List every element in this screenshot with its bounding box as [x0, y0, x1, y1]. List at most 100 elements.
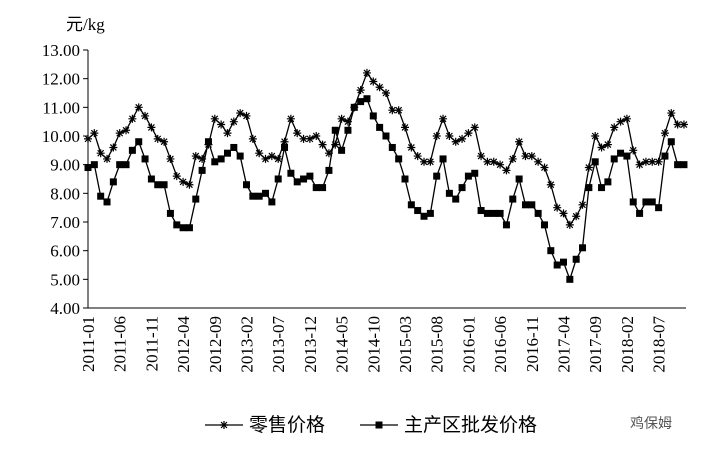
square-marker	[395, 155, 403, 163]
x-tick-label: 2012-04	[174, 316, 193, 373]
star-marker	[255, 149, 264, 158]
star-marker	[248, 134, 257, 143]
square-marker	[173, 221, 181, 229]
star-marker	[660, 129, 669, 138]
star-marker	[166, 154, 175, 163]
star-marker	[648, 157, 657, 166]
square-marker	[560, 258, 567, 266]
square-marker	[534, 209, 542, 217]
square-marker	[502, 221, 510, 229]
star-marker	[641, 157, 650, 166]
x-tick-label: 2015-03	[396, 316, 415, 373]
star-marker	[407, 143, 416, 152]
star-marker	[84, 134, 92, 143]
star-marker	[147, 123, 156, 132]
legend-label: 零售价格	[249, 414, 325, 436]
square-marker	[185, 224, 193, 232]
square-marker	[331, 126, 339, 134]
star-marker	[394, 106, 403, 115]
square-marker	[540, 221, 548, 229]
star-marker	[553, 203, 562, 212]
square-marker	[90, 161, 98, 169]
star-marker	[331, 140, 340, 149]
star-marker	[432, 132, 441, 140]
square-marker	[255, 192, 263, 200]
square-marker	[591, 158, 599, 166]
star-marker	[210, 114, 219, 123]
star-marker	[109, 143, 118, 152]
star-marker	[388, 106, 397, 115]
star-marker	[654, 157, 663, 166]
square-marker	[674, 161, 682, 169]
star-marker	[635, 160, 644, 169]
square-marker	[338, 146, 346, 154]
square-marker	[566, 275, 574, 283]
square-marker	[439, 155, 447, 163]
star-marker	[578, 200, 587, 209]
star-marker	[489, 157, 498, 166]
legend-label: 主产区批发价格	[404, 414, 537, 436]
star-marker	[343, 117, 352, 126]
square-marker	[274, 175, 282, 183]
square-marker	[192, 195, 200, 203]
square-marker	[103, 198, 111, 206]
square-marker	[249, 192, 257, 200]
square-marker	[204, 138, 212, 146]
star-marker	[584, 163, 593, 172]
star-marker	[673, 120, 682, 129]
star-marker	[242, 111, 251, 120]
x-tick-label: 2011-06	[111, 316, 130, 372]
square-marker	[426, 209, 434, 217]
square-marker	[325, 166, 333, 174]
square-marker	[128, 146, 136, 154]
square-marker	[363, 95, 371, 103]
star-marker	[153, 134, 162, 143]
star-marker	[191, 152, 200, 161]
square-marker	[471, 169, 479, 177]
star-marker	[559, 209, 568, 218]
y-tick-label: 11.00	[42, 98, 80, 117]
series-line	[87, 97, 684, 282]
star-marker	[229, 117, 238, 126]
star-marker	[483, 157, 492, 166]
square-marker	[464, 172, 472, 180]
star-marker	[160, 137, 169, 146]
y-tick-label: 5.00	[50, 270, 80, 289]
square-marker	[445, 189, 453, 197]
square-marker	[141, 155, 149, 163]
square-marker	[458, 184, 466, 192]
square-marker	[312, 184, 320, 192]
square-marker	[376, 123, 384, 131]
square-marker	[585, 184, 593, 192]
star-marker	[280, 137, 289, 146]
square-marker	[667, 138, 675, 146]
watermark: 鸡保姆	[630, 415, 672, 432]
x-tick-label: 2017-04	[555, 316, 574, 373]
star-marker	[401, 123, 409, 132]
star-marker	[299, 134, 308, 143]
square-marker	[300, 175, 308, 183]
square-marker	[547, 247, 555, 255]
square-marker	[217, 155, 225, 163]
square-marker	[617, 149, 625, 157]
square-marker	[642, 198, 650, 206]
star-marker	[527, 152, 536, 161]
y-axis-label: 元/kg	[66, 15, 105, 34]
star-marker	[667, 109, 676, 118]
star-marker	[572, 212, 581, 221]
star-marker	[610, 123, 619, 132]
star-marker	[293, 129, 302, 138]
star-marker	[477, 152, 486, 161]
x-tick-label: 2018-07	[650, 316, 669, 373]
star-marker	[439, 114, 448, 123]
star-marker	[445, 132, 454, 140]
x-tick-label: 2013-12	[301, 316, 320, 373]
square-marker	[420, 212, 428, 220]
y-tick-label: 6.00	[50, 242, 80, 261]
star-marker	[413, 152, 422, 161]
x-tick-label: 2016-11	[523, 316, 542, 372]
square-marker	[198, 166, 206, 174]
square-marker	[344, 126, 352, 134]
star-marker	[362, 68, 371, 77]
